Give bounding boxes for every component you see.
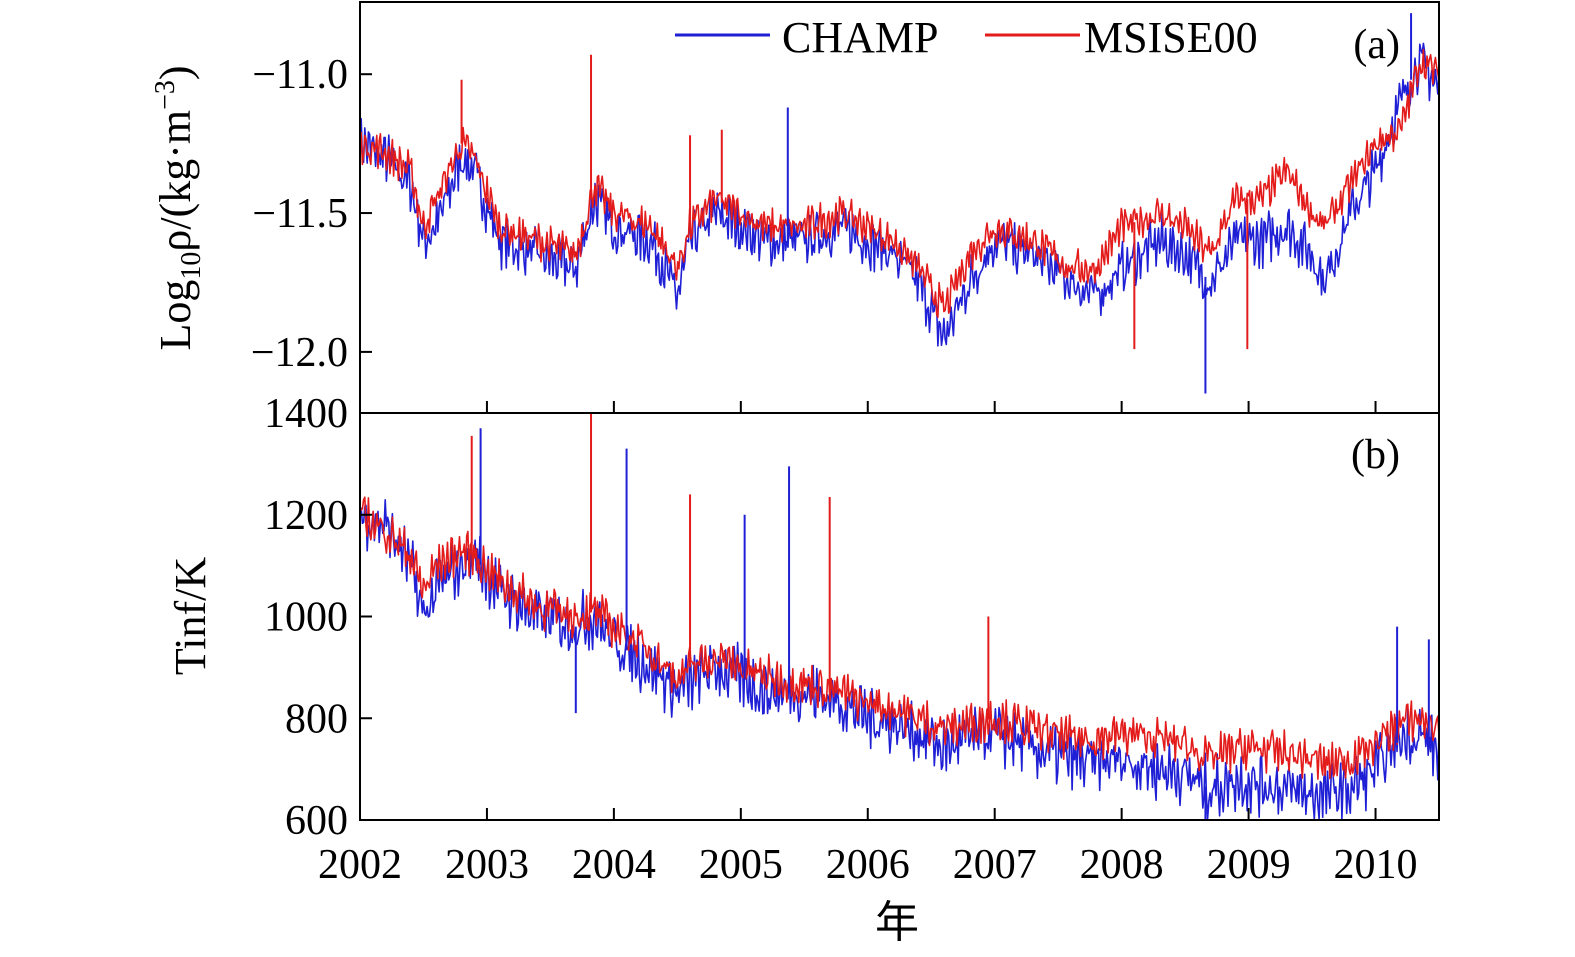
x-tick-label: 2002 — [318, 842, 402, 888]
panel-a-frame — [359, 1, 1440, 414]
series-line-champ-b — [359, 498, 1440, 820]
ylabel-base: Log — [151, 280, 200, 351]
ylabel-sub: 10 — [176, 252, 207, 280]
legend-label-champ: CHAMP — [782, 13, 939, 62]
series-line-msise00-a — [359, 48, 1440, 319]
y-tick-label: 600 — [285, 798, 348, 844]
y-tick-label: 1000 — [264, 595, 348, 641]
ylabel-end: ) — [151, 65, 200, 80]
y-tick-label: 1400 — [264, 391, 348, 437]
panel-a: −11.0 −11.5 −12.0 (a) CHAMP MSISE00 Log10ρ… — [150, 1, 1440, 414]
panel-b-label: (b) — [1351, 432, 1400, 478]
y-tick-label: 1200 — [264, 493, 348, 539]
panel-a-y-axis-title: Log10ρ/(kg·m−3) — [150, 65, 207, 350]
y-tick-label: −11.0 — [252, 52, 348, 98]
series-line-msise00-b — [359, 496, 1440, 780]
x-tick-label: 2008 — [1080, 842, 1164, 888]
y-tick-label: −11.5 — [252, 191, 348, 237]
panel-b-y-ticks: 600 800 1000 1200 1400 — [264, 391, 372, 844]
x-ticks: 2002 2003 2004 2005 2006 2007 2008 2009 2010 — [318, 401, 1418, 888]
panel-a-series — [359, 13, 1440, 394]
panel-a-y-ticks: −11.0 −11.5 −12.0 — [251, 52, 372, 376]
x-tick-label: 2007 — [953, 842, 1037, 888]
x-tick-label: 2005 — [699, 842, 783, 888]
y-tick-label: −12.0 — [251, 330, 348, 376]
legend-label-msise: MSISE00 — [1084, 13, 1258, 62]
panel-b-y-axis-title: Tinf/K — [166, 557, 215, 675]
x-tick-label: 2009 — [1207, 842, 1291, 888]
x-tick-label: 2006 — [826, 842, 910, 888]
legend: CHAMP MSISE00 — [675, 13, 1258, 62]
panel-b-series — [359, 414, 1440, 820]
y-tick-label: 800 — [285, 696, 348, 742]
panel-a-label: (a) — [1353, 22, 1400, 68]
x-tick-label: 2003 — [445, 842, 529, 888]
x-tick-label: 2010 — [1334, 842, 1418, 888]
x-tick-label: 2004 — [572, 842, 656, 888]
series-line-champ-a — [359, 42, 1440, 347]
ylabel-sup: −3 — [150, 80, 181, 110]
x-axis-title: 年 — [875, 898, 919, 947]
ylabel-mid: ρ/(kg·m — [151, 110, 200, 252]
